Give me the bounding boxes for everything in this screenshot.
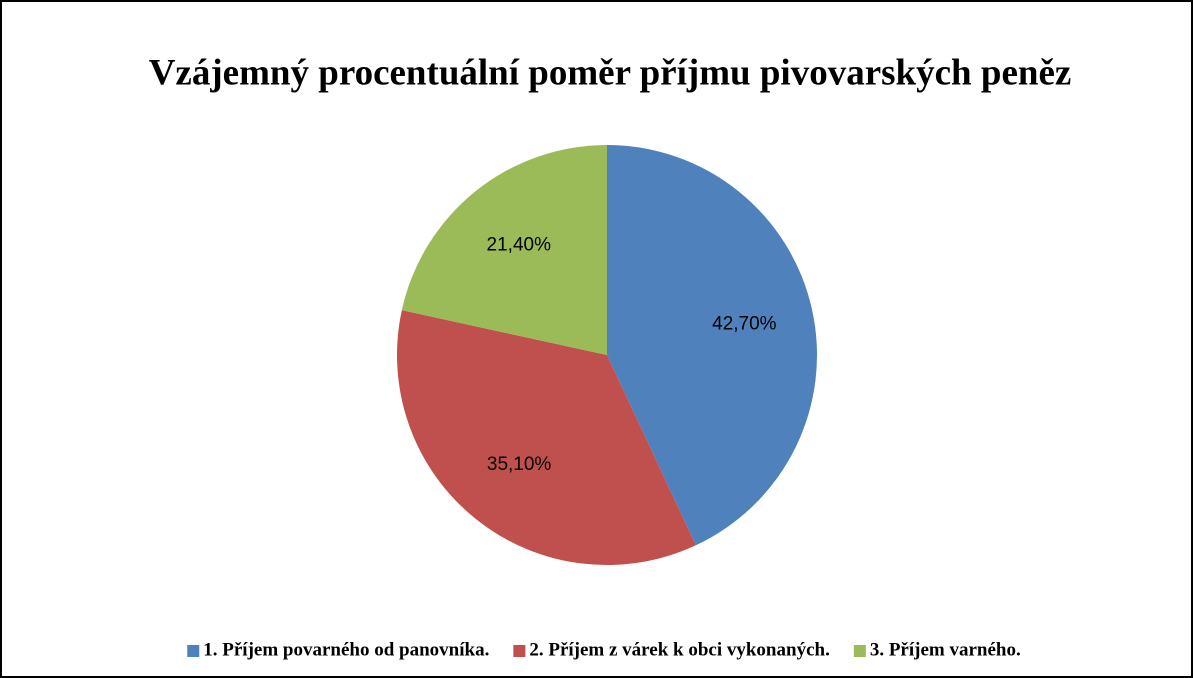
legend-label: 3. Příjem varného. bbox=[870, 639, 1021, 660]
pie-slice bbox=[397, 310, 696, 566]
legend-swatch bbox=[853, 645, 866, 657]
legend-swatch bbox=[513, 645, 526, 657]
pie-slice bbox=[401, 145, 607, 355]
legend-label: 2. Příjem z várek k obci vykonaných. bbox=[529, 639, 829, 660]
pie-slice bbox=[607, 145, 818, 546]
data-label: 21,40% bbox=[487, 234, 552, 255]
legend-swatch bbox=[187, 645, 200, 657]
chart-title: Vzájemný procentuální poměr příjmu pivov… bbox=[149, 52, 1072, 93]
legend-label: 1. Příjem povarného od panovníka. bbox=[203, 639, 489, 660]
data-label: 42,70% bbox=[712, 314, 777, 335]
data-label: 35,10% bbox=[487, 454, 552, 475]
